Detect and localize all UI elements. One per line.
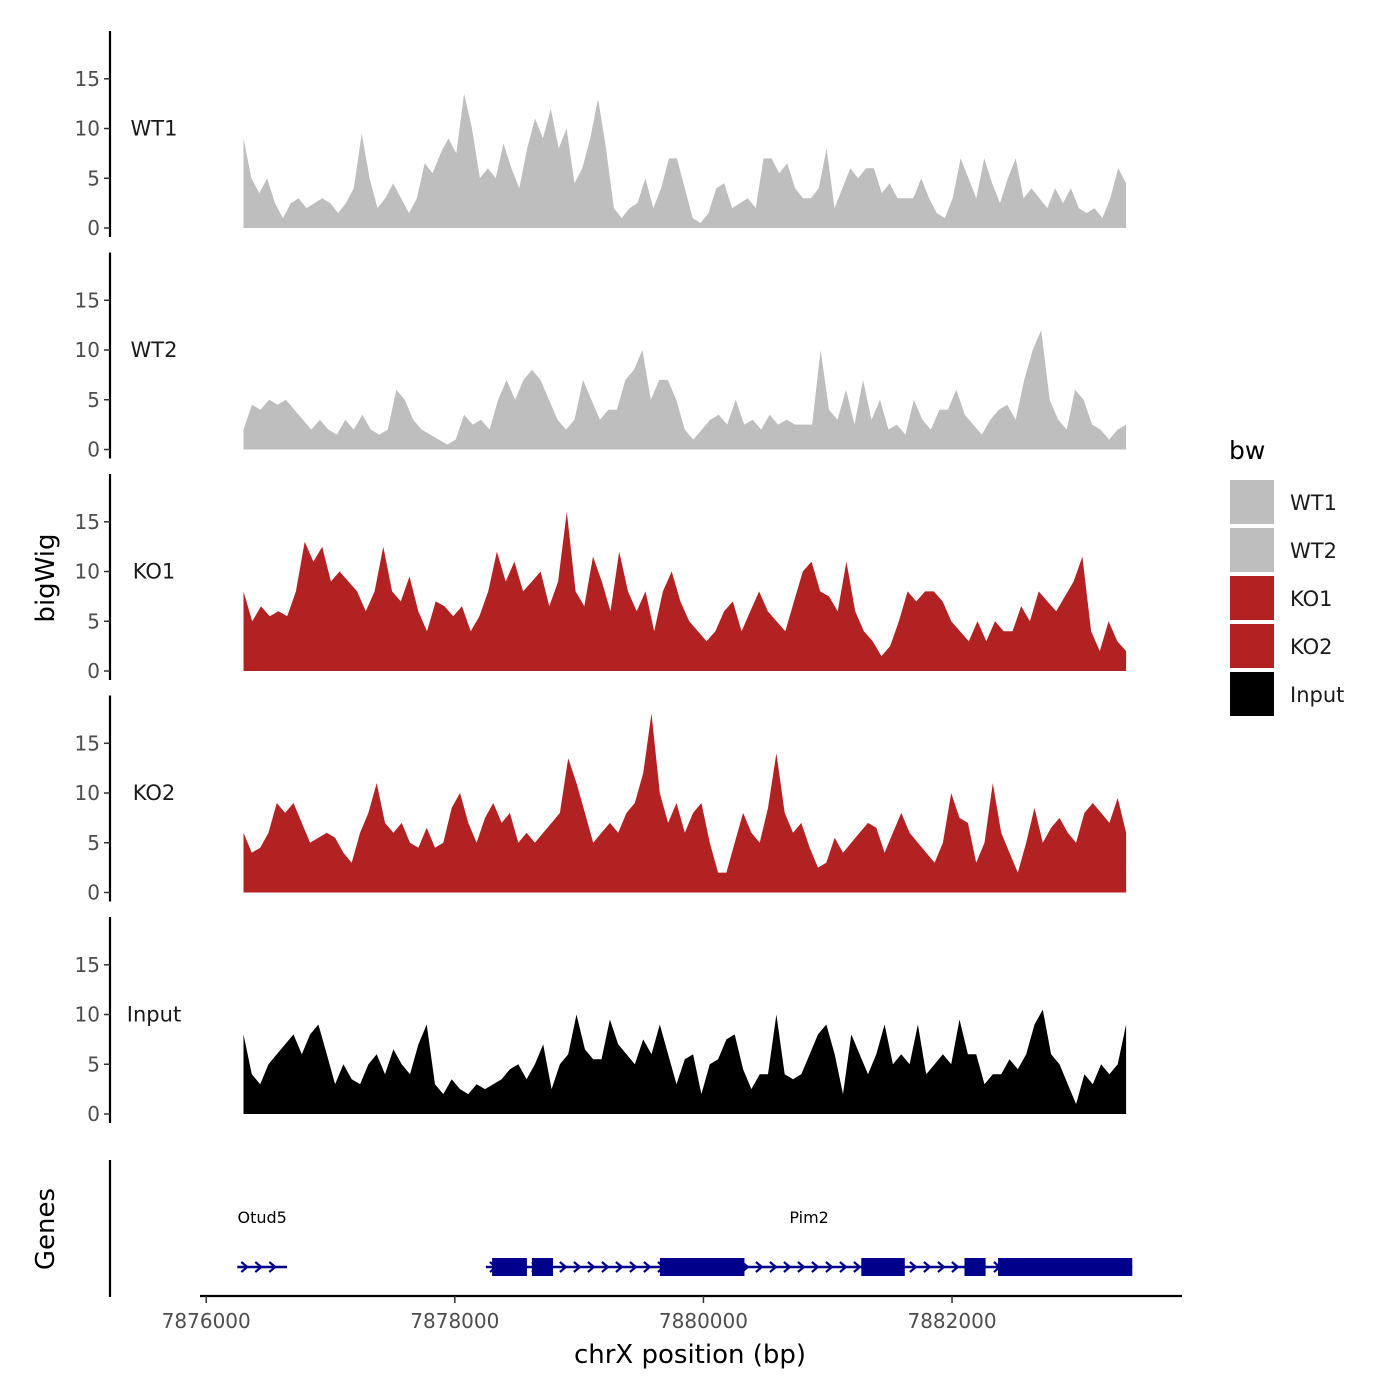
y-axis-title: bigWig <box>31 533 61 622</box>
genes-panel-label: Genes <box>31 1188 61 1270</box>
track-panel-input: 0 5 10 15 Input <box>75 917 1127 1126</box>
track-panel-wt2: 0 5 10 15 WT2 <box>75 252 1127 462</box>
track-label-input: Input <box>127 1002 181 1026</box>
y-tick-label: 15 <box>75 731 100 755</box>
strand-arrow <box>769 1261 778 1273</box>
legend-swatch-input <box>1230 672 1274 716</box>
legend-label-input: Input <box>1290 683 1344 707</box>
y-tick-label: 0 <box>87 881 100 905</box>
y-tick-label: 15 <box>75 288 100 312</box>
strand-arrow <box>615 1261 624 1273</box>
y-tick-label: 15 <box>75 510 100 534</box>
strand-arrow <box>923 1261 932 1273</box>
strand-arrow <box>797 1261 806 1273</box>
gene-label: Pim2 <box>789 1208 829 1227</box>
strand-arrow <box>853 1261 862 1273</box>
strand-arrow <box>587 1261 596 1273</box>
y-tick-label: 15 <box>75 953 100 977</box>
exon <box>659 1258 745 1276</box>
strand-arrow <box>909 1261 918 1273</box>
y-tick-label: 5 <box>87 166 100 190</box>
area-wt2 <box>243 330 1127 450</box>
strand-arrow <box>240 1261 250 1273</box>
track-label-ko2: KO2 <box>133 781 176 805</box>
strand-arrow <box>839 1261 848 1273</box>
strand-arrow <box>643 1261 652 1273</box>
y-tick-label: 5 <box>87 1052 100 1076</box>
area-ko2 <box>243 713 1127 893</box>
gene-pim2: Pim2 <box>485 1208 1133 1276</box>
legend-swatch-wt2 <box>1230 528 1274 572</box>
area-wt1 <box>243 93 1127 228</box>
x-tick-label: 7882000 <box>907 1309 996 1333</box>
gene-otud5: Otud5 <box>237 1208 288 1273</box>
track-label-wt2: WT2 <box>131 338 178 362</box>
y-tick-label: 5 <box>87 831 100 855</box>
track-panel-wt1: 0 5 10 15 WT1 <box>75 31 1127 240</box>
strand-arrow <box>559 1261 568 1273</box>
legend-label-wt2: WT2 <box>1290 539 1337 563</box>
exon <box>861 1258 905 1276</box>
track-label-wt1: WT1 <box>131 116 178 140</box>
x-tick-label: 7880000 <box>659 1309 748 1333</box>
y-tick-label: 0 <box>87 438 100 462</box>
y-tick-label: 5 <box>87 609 100 633</box>
y-tick-label: 5 <box>87 388 100 412</box>
y-tick-label: 10 <box>75 338 100 362</box>
y-tick-label: 10 <box>75 781 100 805</box>
strand-arrow <box>937 1261 946 1273</box>
strand-arrow <box>573 1261 582 1273</box>
strand-arrow <box>811 1261 820 1273</box>
strand-arrow <box>268 1261 278 1273</box>
exon <box>998 1258 1133 1276</box>
legend-label-wt1: WT1 <box>1290 491 1337 515</box>
legend-swatch-ko2 <box>1230 624 1274 668</box>
area-input <box>243 1009 1127 1114</box>
legend: bw WT1 WT2 KO1 KO2 Input <box>1229 436 1344 716</box>
y-tick-label: 0 <box>87 659 100 683</box>
strand-arrow <box>629 1261 638 1273</box>
y-tick-label: 0 <box>87 216 100 240</box>
gene-label: Otud5 <box>237 1208 286 1227</box>
legend-swatch-ko1 <box>1230 576 1274 620</box>
y-tick-label: 0 <box>87 1102 100 1126</box>
legend-swatch-wt1 <box>1230 480 1274 524</box>
x-axis-title: chrX position (bp) <box>574 1340 806 1370</box>
track-panels: 0 5 10 15 WT1 0 5 10 15 WT2 0 5 10 15 KO1 0 5 10 15 KO2 0 5 10… <box>75 31 1127 1126</box>
strand-arrow <box>254 1261 264 1273</box>
y-tick-label: 10 <box>75 1003 100 1027</box>
y-tick-label: 15 <box>75 67 100 91</box>
exon <box>531 1258 554 1276</box>
strand-arrow <box>601 1261 610 1273</box>
strand-arrow <box>755 1261 764 1273</box>
area-ko1 <box>243 511 1127 671</box>
legend-title: bw <box>1229 436 1265 465</box>
strand-arrow <box>783 1261 792 1273</box>
x-tick-label: 7876000 <box>162 1309 251 1333</box>
strand-arrow <box>825 1261 834 1273</box>
track-panel-ko2: 0 5 10 15 KO2 <box>75 695 1127 905</box>
exon <box>492 1258 527 1276</box>
legend-label-ko1: KO1 <box>1290 587 1333 611</box>
y-tick-label: 10 <box>75 117 100 141</box>
exon <box>964 1258 986 1276</box>
x-tick-label: 7878000 <box>410 1309 499 1333</box>
x-axis: 7876000 7878000 7880000 7882000 <box>162 1294 1182 1333</box>
track-label-ko1: KO1 <box>133 559 176 583</box>
y-tick-label: 10 <box>75 560 100 584</box>
legend-label-ko2: KO2 <box>1290 635 1333 659</box>
track-panel-ko1: 0 5 10 15 KO1 <box>75 474 1127 683</box>
genes-panel: Otud5 Pim2 <box>108 1160 1133 1297</box>
strand-arrow <box>951 1261 960 1273</box>
